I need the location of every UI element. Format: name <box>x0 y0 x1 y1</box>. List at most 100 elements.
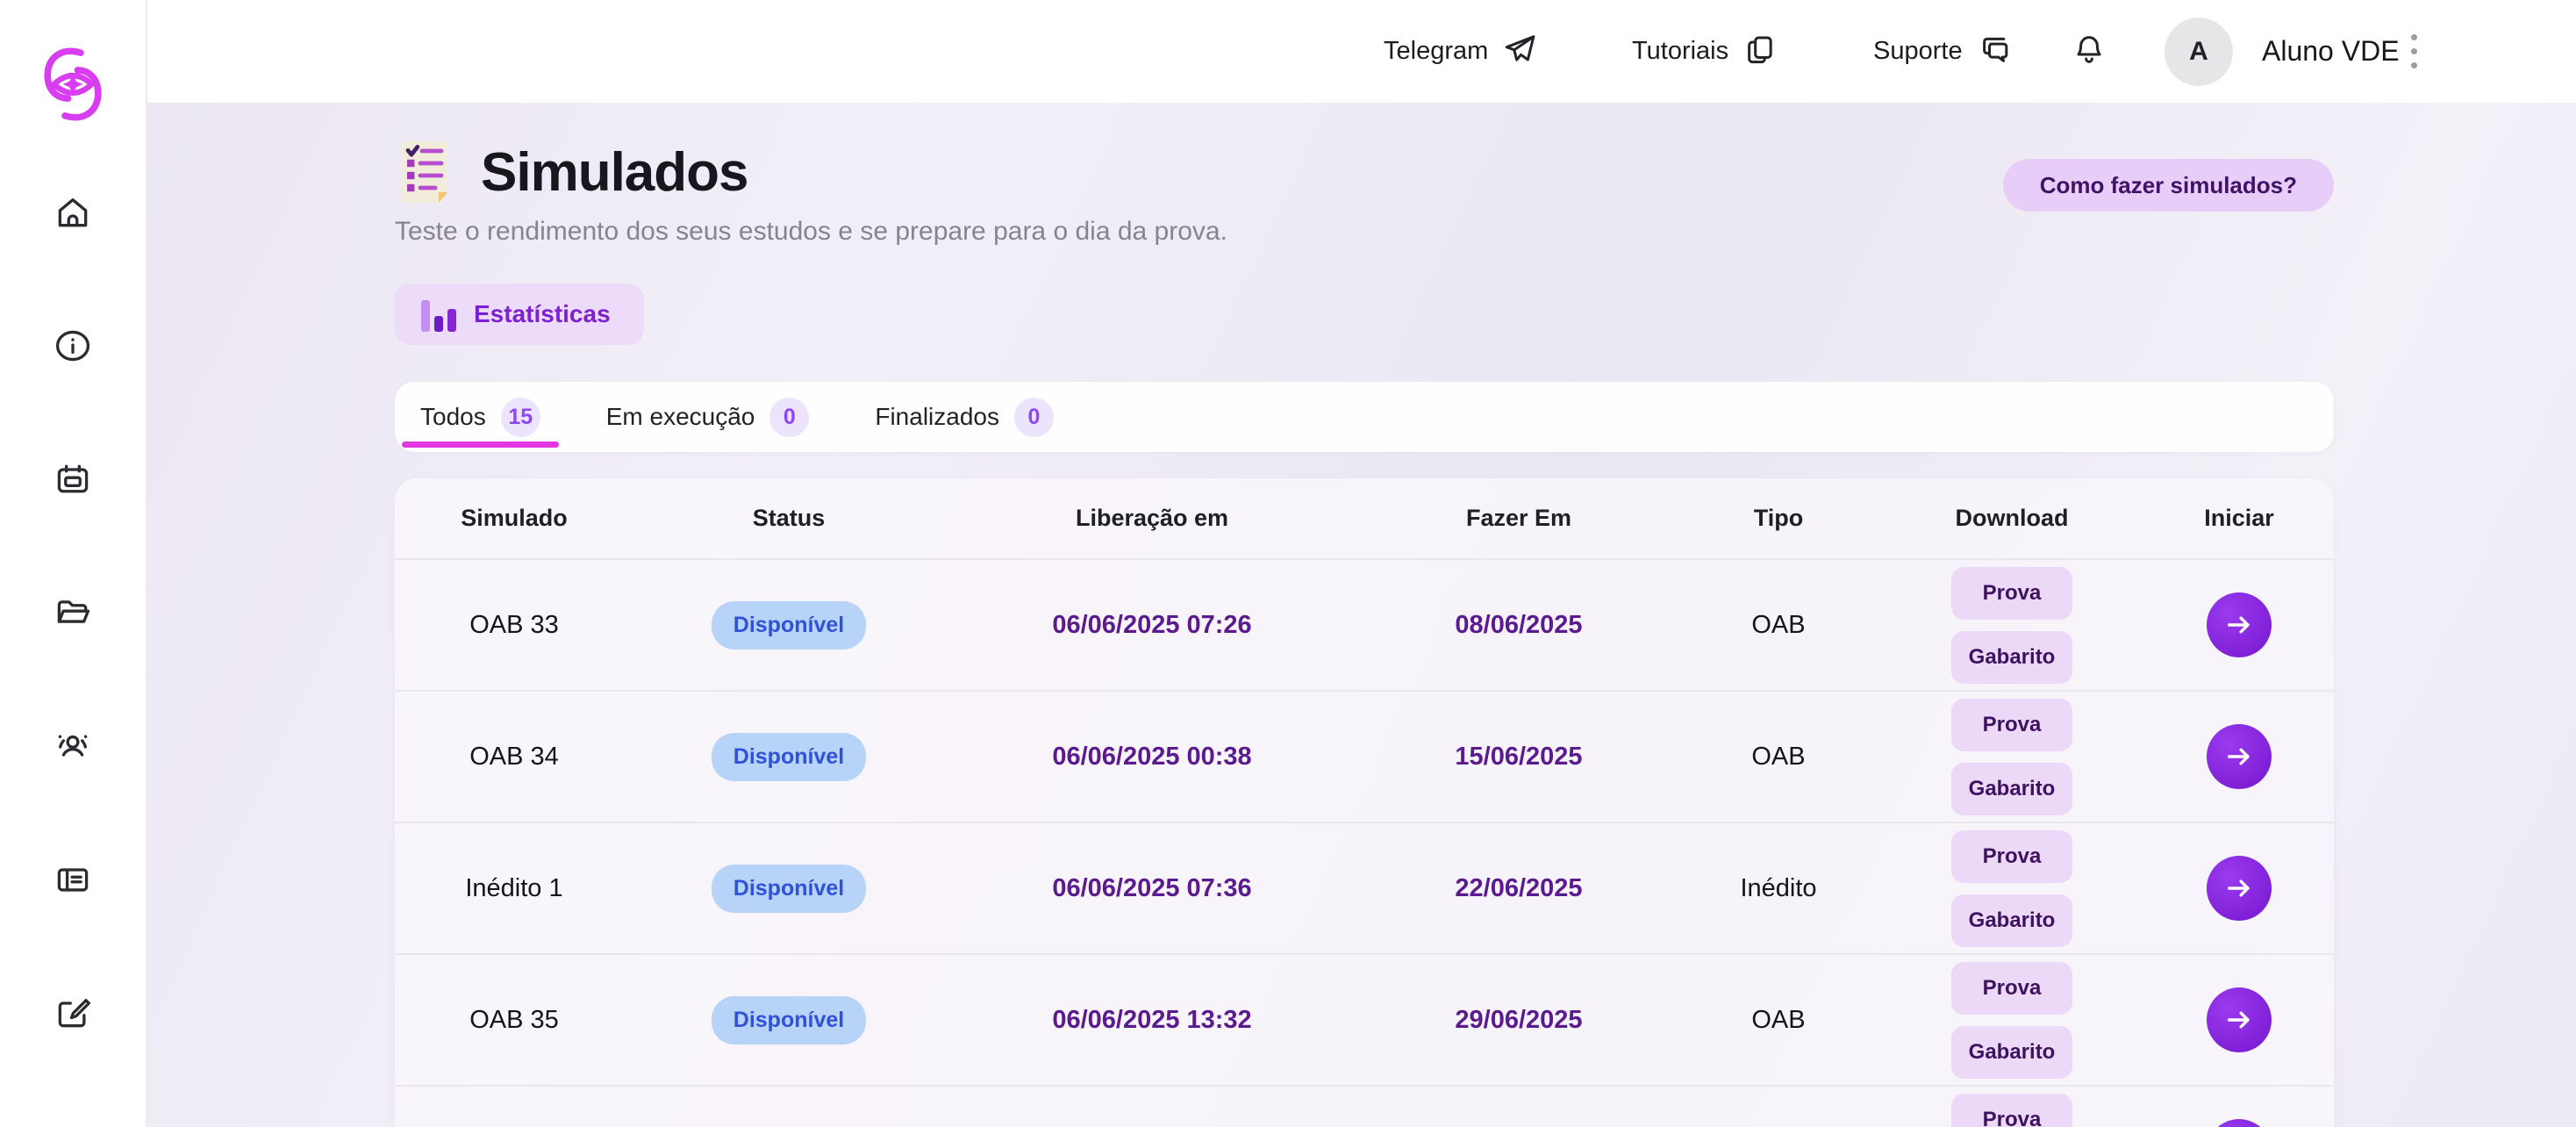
user-menu-button[interactable] <box>2411 0 2417 103</box>
brand-logo[interactable] <box>35 42 111 126</box>
tab-finalizados[interactable]: Finalizados 0 <box>856 382 1072 452</box>
start-simulado-button[interactable] <box>2207 592 2272 657</box>
notifications-button[interactable] <box>2072 0 2107 103</box>
start-simulado-button[interactable] <box>2207 1119 2272 1127</box>
download-gabarito-button[interactable]: Gabarito <box>1951 630 2072 684</box>
statistics-button[interactable]: Estatísticas <box>395 284 644 345</box>
info-icon <box>55 330 90 362</box>
simulado-name: OAB 35 <box>469 1005 559 1034</box>
arrow-right-icon <box>2227 879 2250 897</box>
col-iniciar: Iniciar <box>2204 505 2274 531</box>
news-card-icon <box>57 868 89 892</box>
simulado-name: OAB 33 <box>469 610 559 639</box>
telegram-label: Telegram <box>1384 37 1489 65</box>
bar-chart-icon <box>421 297 456 332</box>
sidebar-nav <box>33 176 112 1127</box>
status-badge: Disponível <box>711 864 867 913</box>
how-to-button[interactable]: Como fazer simulados? <box>2002 159 2334 212</box>
arrow-right-icon <box>2227 1011 2250 1029</box>
telegram-icon <box>1502 32 1537 71</box>
sidebar-item-info[interactable] <box>33 309 112 383</box>
tab-label: Em execução <box>605 403 755 430</box>
col-fazer-em: Fazer Em <box>1465 505 1572 531</box>
tab-todos[interactable]: Todos 15 <box>402 382 559 452</box>
user-name: Aluno VDE <box>2262 35 2400 67</box>
released-at: 06/06/2025 07:26 <box>1052 610 1252 639</box>
sidebar-item-home[interactable] <box>33 176 112 249</box>
col-download: Download <box>1955 505 2069 531</box>
download-prova-button[interactable]: Prova <box>1951 566 2072 620</box>
folder-icon <box>57 600 90 623</box>
simulado-type: Inédito <box>1740 873 1817 902</box>
sidebar-item-notes[interactable] <box>33 976 112 1050</box>
due-date: 29/06/2025 <box>1455 1005 1583 1034</box>
due-date: 08/06/2025 <box>1455 610 1583 639</box>
avatar-initial: A <box>2189 37 2208 66</box>
download-prova-button[interactable]: Prova <box>1951 698 2072 751</box>
sidebar <box>0 0 147 1127</box>
tab-label: Todos <box>420 403 486 430</box>
released-at: 06/06/2025 07:36 <box>1052 873 1252 902</box>
telegram-link[interactable]: Telegram <box>1384 0 1537 103</box>
simulado-type: OAB <box>1751 1005 1806 1034</box>
support-chat-icon <box>1977 32 2012 71</box>
tab-label: Finalizados <box>875 403 999 430</box>
table-row: OAB 33 Disponível 06/06/2025 07:26 08/06… <box>395 560 2334 692</box>
download-gabarito-button[interactable]: Gabarito <box>1951 762 2072 815</box>
table-body: OAB 33 Disponível 06/06/2025 07:26 08/06… <box>395 560 2334 1127</box>
page-subtitle: Teste o rendimento dos seus estudos e se… <box>395 217 1227 246</box>
col-liberacao: Liberação em <box>1075 505 1229 531</box>
support-label: Suporte <box>1873 37 1963 65</box>
arrow-right-icon <box>2227 748 2250 765</box>
status-badge: Disponível <box>711 732 867 781</box>
tab-count-badge: 15 <box>500 397 540 437</box>
main-content: Simulados Como fazer simulados? Teste o … <box>147 103 2576 1127</box>
tab-count-badge: 0 <box>769 397 810 437</box>
sidebar-item-calendar[interactable] <box>33 442 112 516</box>
col-status: Status <box>752 505 826 531</box>
released-at: 06/06/2025 13:32 <box>1052 1005 1252 1034</box>
start-simulado-button[interactable] <box>2207 856 2272 921</box>
support-link[interactable]: Suporte <box>1873 0 2012 103</box>
simulados-table: Simulado Status Liberação em Fazer Em Ti… <box>395 478 2334 1127</box>
sidebar-item-videos[interactable] <box>33 1109 112 1127</box>
tab-em-execucao[interactable]: Em execução 0 <box>588 382 828 452</box>
download-gabarito-button[interactable]: Gabarito <box>1951 894 2072 947</box>
tabs-bar: Todos 15 Em execução 0 Finalizados 0 <box>395 382 2334 452</box>
bell-icon <box>2072 32 2107 71</box>
statistics-label: Estatísticas <box>474 300 611 327</box>
status-badge: Disponível <box>711 995 867 1044</box>
user-avatar[interactable]: A <box>2165 18 2233 86</box>
tutorials-link[interactable]: Tutoriais <box>1632 0 1778 103</box>
due-date: 15/06/2025 <box>1455 742 1583 771</box>
top-bar: Telegram Tutoriais Suporte A Aluno VDE <box>147 0 2576 103</box>
tutorials-icon <box>1742 32 1778 71</box>
edit-icon <box>58 999 90 1028</box>
download-prova-button[interactable]: Prova <box>1951 1093 2072 1127</box>
col-tipo: Tipo <box>1753 505 1804 531</box>
download-gabarito-button[interactable]: Gabarito <box>1951 1025 2072 1079</box>
download-prova-button[interactable]: Prova <box>1951 829 2072 883</box>
page-title: Simulados <box>481 141 749 203</box>
simulado-type: OAB <box>1751 610 1806 639</box>
checklist-icon <box>402 141 447 203</box>
status-badge: Disponível <box>711 600 867 650</box>
sidebar-item-courses[interactable] <box>33 576 112 650</box>
start-simulado-button[interactable] <box>2207 987 2272 1052</box>
tab-count-badge: 0 <box>1014 397 1054 437</box>
col-simulado: Simulado <box>461 505 568 531</box>
sidebar-item-news[interactable] <box>33 843 112 916</box>
sidebar-item-community[interactable] <box>33 709 112 783</box>
released-at: 06/06/2025 00:38 <box>1052 742 1252 771</box>
due-date: 22/06/2025 <box>1455 873 1583 902</box>
community-icon <box>58 735 88 757</box>
tutorials-label: Tutoriais <box>1632 37 1729 65</box>
home-icon <box>58 198 88 227</box>
page-header: Simulados Como fazer simulados? <box>395 138 2334 212</box>
table-row: Inédito 1 Disponível 06/06/2025 07:36 22… <box>395 823 2334 955</box>
download-prova-button[interactable]: Prova <box>1951 961 2072 1015</box>
simulado-type: OAB <box>1751 742 1806 771</box>
table-row: Disponível Prova Gabarito <box>395 1087 2334 1127</box>
start-simulado-button[interactable] <box>2207 724 2272 789</box>
table-row: OAB 34 Disponível 06/06/2025 00:38 15/06… <box>395 692 2334 823</box>
